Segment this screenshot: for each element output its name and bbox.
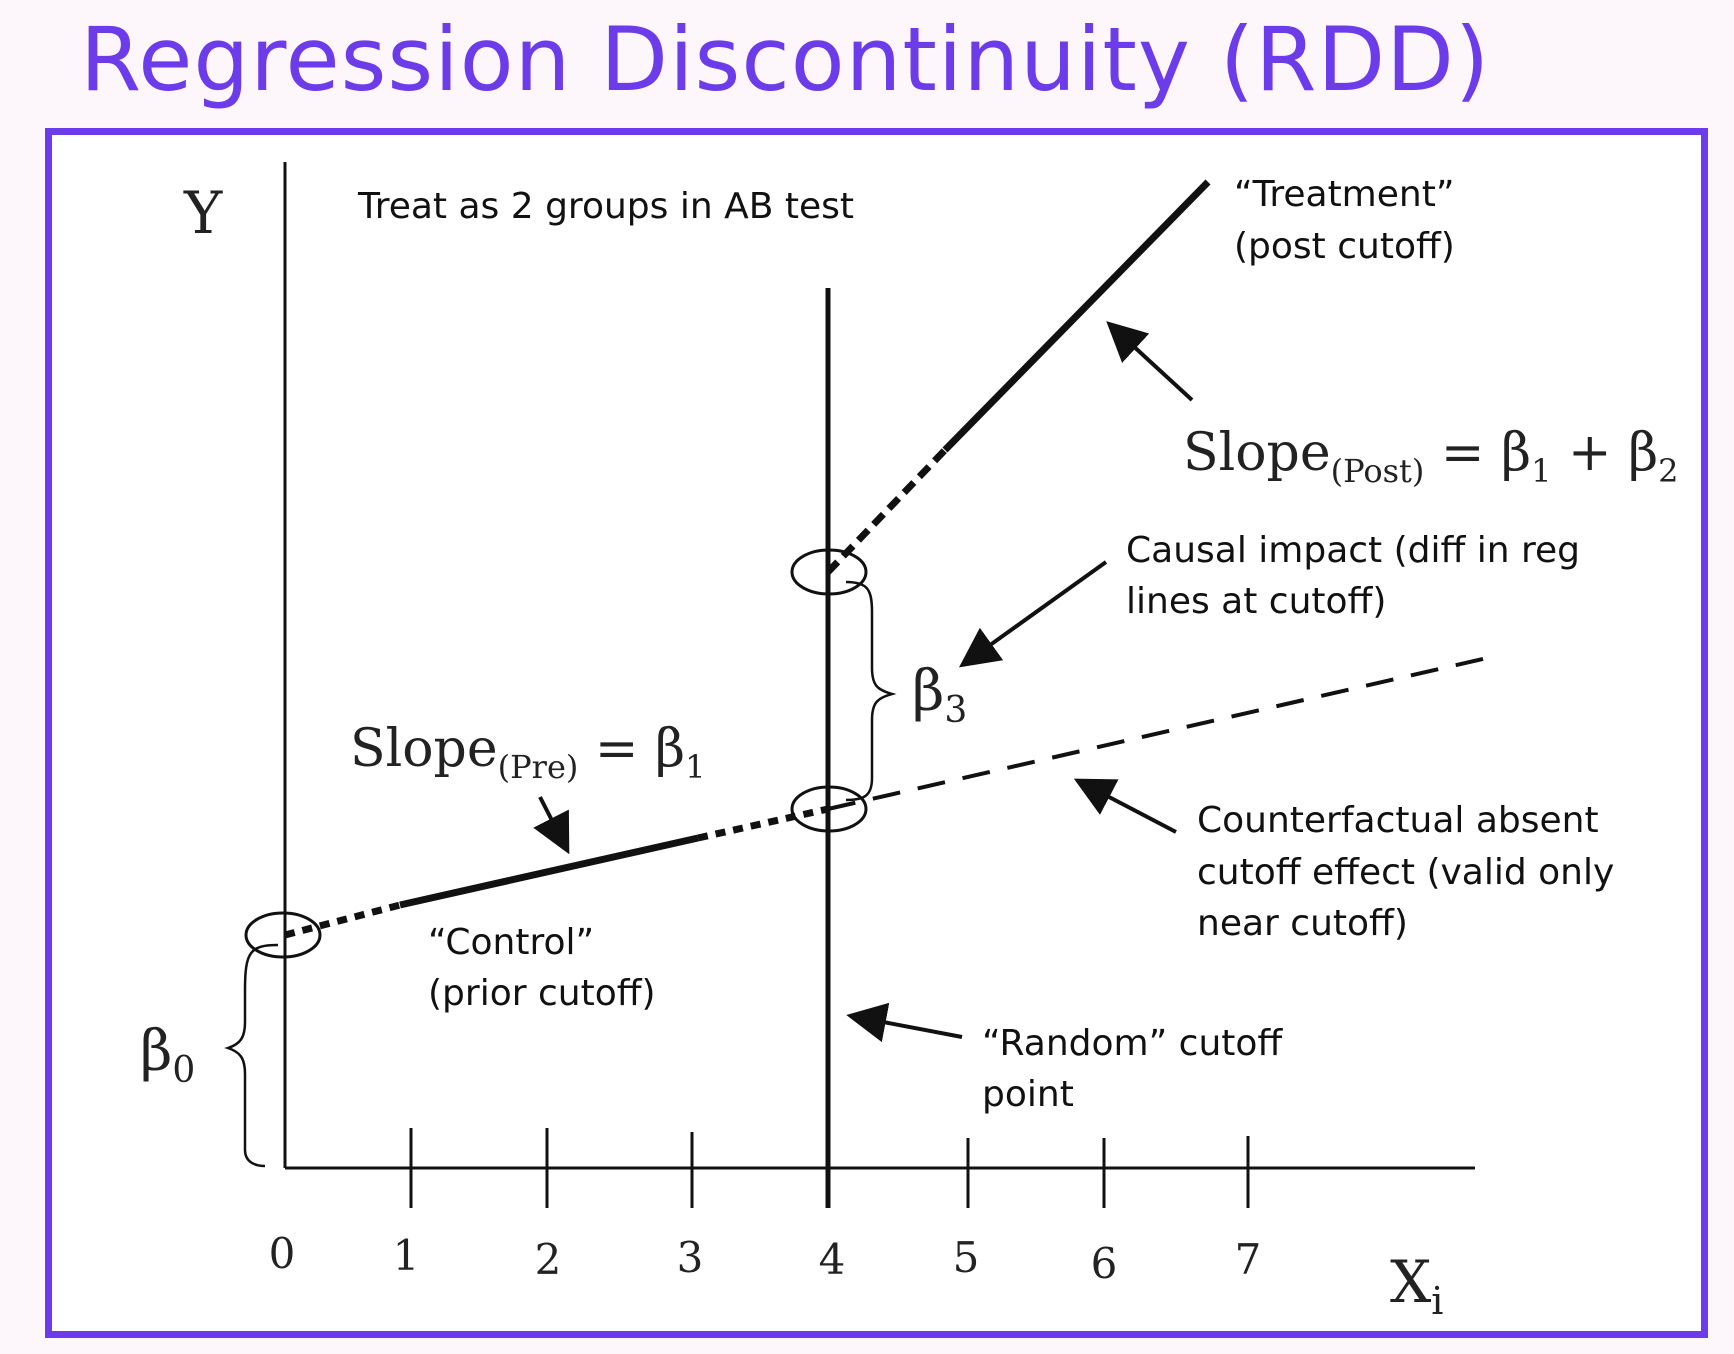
beta0-symbol: β [140, 1019, 172, 1084]
intercept-ellipse [244, 911, 322, 959]
control-line [399, 834, 699, 909]
slope-post-arrow [1106, 321, 1194, 402]
tick-label-3: 3 [677, 1233, 704, 1282]
counterfactual-text-1: Counterfactual absent [1197, 800, 1599, 841]
diagram-frame [45, 128, 1708, 1338]
page-title: Regression Discontinuity (RDD) [80, 8, 1491, 111]
causal-impact-text-2: lines at cutoff) [1126, 581, 1386, 622]
control-sublabel: (prior cutoff) [428, 973, 656, 1014]
beta3-symbol: β [912, 659, 944, 724]
counterfactual-line [827, 656, 1488, 811]
slope-pre-rhs: = β [578, 719, 685, 779]
top-note: Treat as 2 groups in AB test [357, 186, 854, 227]
slope-post-rhs-a: = β [1424, 423, 1531, 483]
counterfactual-text-2: cutoff effect (valid only [1197, 852, 1614, 893]
treatment-sublabel: (post cutoff) [1234, 226, 1455, 267]
tick-label-7: 7 [1235, 1235, 1262, 1284]
control-label: “Control” [428, 922, 594, 963]
beta0-sub: 0 [172, 1050, 195, 1091]
counterfactual-arrow [1073, 778, 1177, 834]
x-axis-label-sub: i [1431, 1279, 1443, 1323]
treatment-label: “Treatment” [1234, 174, 1454, 215]
slope-post-word: Slope [1183, 423, 1331, 483]
cutoff-arrow [846, 1002, 963, 1043]
x-tick-labels: 0 1 2 3 4 5 6 7 [269, 1229, 1262, 1288]
slope-pre-rhs-sub: 1 [685, 748, 705, 786]
tick-label-4: 4 [819, 1235, 846, 1284]
tick-label-5: 5 [953, 1233, 980, 1282]
treatment-line [942, 179, 1211, 453]
treatment-ellipse [790, 548, 868, 596]
beta0-label: β0 [140, 1019, 195, 1091]
causal-impact-text-1: Causal impact (diff in reg [1126, 530, 1580, 571]
control-dotted-start [284, 901, 401, 939]
y-axis-label: Y [183, 179, 223, 247]
causal-impact-arrow [958, 560, 1108, 668]
control-ellipse [790, 785, 868, 833]
cutoff-text-2: point [982, 1074, 1074, 1115]
slope-pre-arrow [533, 796, 570, 855]
counterfactual-text-3: near cutoff) [1197, 903, 1408, 944]
slope-pre-sub: (Pre) [498, 748, 579, 786]
x-axis-label-main: X [1390, 1248, 1432, 1316]
x-axis-ticks [409, 1128, 1250, 1208]
beta3-label: β3 [912, 659, 967, 731]
control-dotted-end [697, 805, 829, 842]
slope-post-sub: (Post) [1331, 452, 1425, 490]
slope-post-rhs-b-sub: 2 [1658, 452, 1678, 490]
slope-pre-word: Slope [350, 719, 498, 779]
beta3-brace [845, 580, 897, 802]
cutoff-text-1: “Random” cutoff [982, 1023, 1283, 1064]
tick-label-2: 2 [535, 1235, 562, 1284]
tick-label-0: 0 [269, 1229, 296, 1278]
beta3-sub: 3 [944, 690, 967, 731]
x-axis-label: Xi [1390, 1248, 1443, 1323]
slope-pre-formula: Slope(Pre) = β1 [350, 719, 705, 786]
slope-post-formula: Slope(Post) = β1 + β2 [1183, 423, 1679, 490]
tick-label-1: 1 [393, 1231, 420, 1280]
slope-post-rhs-b: + β [1551, 423, 1658, 483]
tick-label-6: 6 [1091, 1239, 1118, 1288]
beta0-brace [224, 943, 279, 1168]
slope-post-rhs-a-sub: 1 [1531, 452, 1551, 490]
